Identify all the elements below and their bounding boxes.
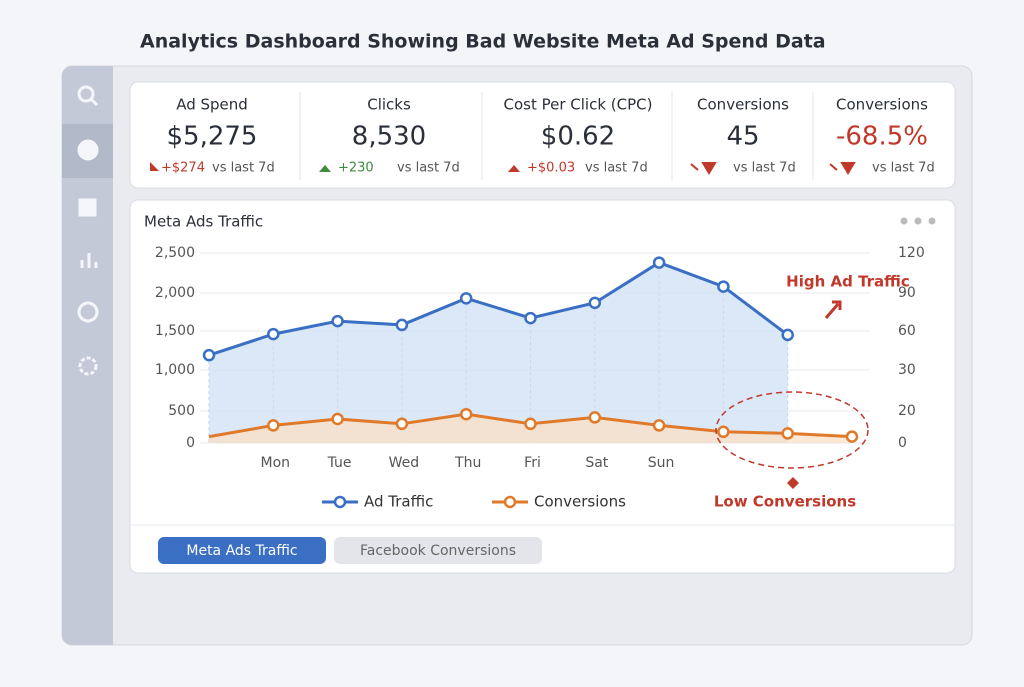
- kpi-note: vs last 7d: [872, 161, 935, 176]
- y-tick-label: 2,500: [155, 245, 195, 261]
- point: [588, 411, 602, 424]
- kpi-arrow: [150, 162, 159, 171]
- point: [267, 327, 280, 341]
- annotation: High Ad Traffic: [786, 273, 910, 291]
- x-tick-label: Mon: [261, 455, 291, 471]
- x-tick-label: Tue: [327, 455, 352, 471]
- y2-tick-label: 20: [898, 403, 916, 419]
- kpi-value: 45: [726, 122, 759, 152]
- kpi-delta: +$0.03: [527, 161, 575, 176]
- x-tick-label: Sat: [585, 455, 608, 471]
- point: [717, 425, 730, 439]
- kpi-value: -68.5%: [836, 122, 928, 152]
- arrow: [824, 300, 842, 319]
- kpi-note: vs last 7d: [212, 161, 275, 176]
- kpi-arrow: [829, 162, 856, 175]
- kpi-value: $0.62: [541, 122, 615, 152]
- kpi-note: vs last 7d: [733, 161, 796, 176]
- kpi-label: Conversions: [836, 96, 928, 114]
- kpi-arrow: [319, 165, 331, 172]
- y2-tick-label: 30: [898, 362, 916, 378]
- y2-tick-label: 60: [898, 323, 916, 339]
- point: [524, 311, 537, 325]
- kpi-card: [129, 81, 956, 189]
- point: [781, 328, 794, 342]
- kpi-arrow: [508, 165, 520, 172]
- point: [652, 256, 666, 269]
- marker: [787, 477, 799, 489]
- y-tick-label: 1,000: [155, 362, 195, 378]
- point: [331, 412, 344, 426]
- point: [524, 417, 537, 431]
- legend-label: Ad Traffic: [364, 493, 433, 511]
- point: [395, 318, 409, 332]
- line: [208, 260, 789, 357]
- kpi-delta: +230: [338, 161, 374, 176]
- x-tick-label: Sun: [648, 455, 675, 471]
- point: [781, 427, 794, 440]
- kpi-value: 8,530: [352, 122, 426, 152]
- x-tick-label: Wed: [389, 455, 420, 471]
- kpi-note: vs last 7d: [585, 161, 648, 176]
- x-tick-label: Thu: [454, 455, 481, 471]
- point: [267, 419, 280, 432]
- area: [209, 262, 788, 443]
- kpi-label: Conversions: [697, 96, 789, 114]
- point: [395, 417, 409, 431]
- tab[interactable]: [158, 537, 326, 564]
- menu-dots: [900, 217, 936, 225]
- tab[interactable]: [334, 537, 542, 564]
- kpi-note: vs last 7d: [397, 161, 460, 176]
- y2-tick-label: 90: [898, 285, 916, 301]
- tab-label[interactable]: Facebook Conversions: [360, 543, 516, 559]
- kpi-value: $5,275: [167, 122, 258, 152]
- point: [331, 314, 344, 328]
- kpi-label: Cost Per Click (CPC): [504, 96, 653, 114]
- y2-tick-label: 0: [898, 435, 907, 451]
- kpi-arrow: [690, 162, 717, 175]
- kpi-label: Clicks: [367, 96, 411, 114]
- y-tick-label: 0: [186, 435, 195, 451]
- highlight-ring: [715, 391, 869, 469]
- legend-marker: [333, 495, 347, 509]
- point: [459, 292, 473, 305]
- y-tick-label: 2,000: [155, 285, 195, 301]
- point: [717, 280, 730, 293]
- annotation: Low Conversions: [714, 493, 856, 511]
- legend-marker: [503, 495, 517, 509]
- x-tick-label: Fri: [524, 455, 541, 471]
- y-tick-label: 1,500: [155, 323, 195, 339]
- chart-title: Meta Ads Traffic: [144, 213, 263, 231]
- page-title: Analytics Dashboard Showing Bad Website …: [140, 31, 826, 53]
- point: [652, 419, 666, 432]
- kpi-label: Ad Spend: [176, 96, 248, 114]
- point: [588, 296, 602, 310]
- y-tick-label: 500: [168, 403, 195, 419]
- sidebar: [62, 66, 113, 645]
- tab-label[interactable]: Meta Ads Traffic: [186, 543, 297, 559]
- kpi-delta: +$274: [161, 161, 205, 176]
- point: [845, 430, 859, 443]
- point: [202, 348, 216, 362]
- sidebar-icons: [77, 85, 99, 376]
- point: [459, 407, 473, 421]
- legend-label: Conversions: [534, 493, 626, 511]
- y2-tick-label: 120: [898, 245, 925, 261]
